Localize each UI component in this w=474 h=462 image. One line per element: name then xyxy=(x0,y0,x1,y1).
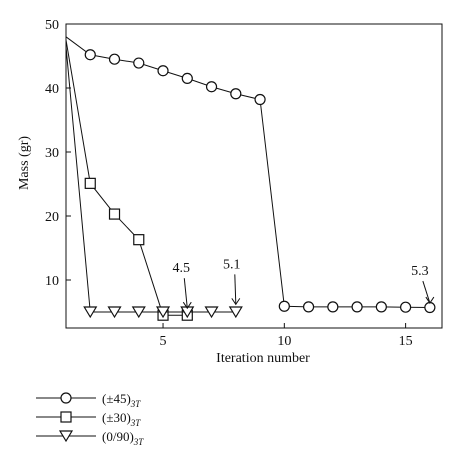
series-square xyxy=(65,39,193,321)
series-line xyxy=(65,46,236,313)
data-point-triangle xyxy=(228,306,243,319)
data-point-square xyxy=(84,177,96,189)
annotation-arrowhead xyxy=(182,301,192,310)
series-line xyxy=(65,36,430,309)
annotation-arrowhead xyxy=(425,296,435,304)
y-tick-label: 10 xyxy=(45,274,59,289)
legend-label-pm30: (±30)3T xyxy=(102,410,141,428)
data-point-circle xyxy=(351,301,363,313)
ticks: 10 20 30 40 50 5 10 15 xyxy=(45,18,413,349)
data-point-triangle xyxy=(204,306,219,319)
x-axis-label: Iteration number xyxy=(216,351,310,366)
x-tick-label: 15 xyxy=(399,334,413,349)
data-point-circle xyxy=(278,300,290,312)
annotation-label: 4.5 xyxy=(173,261,191,276)
legend-label-0-90: (0/90)3T xyxy=(102,429,144,447)
data-point-circle xyxy=(205,81,218,93)
data-point-circle xyxy=(157,65,169,77)
y-tick-label: 30 xyxy=(45,146,59,161)
data-point-circle xyxy=(400,301,412,313)
series-line xyxy=(65,39,188,316)
data-point-circle xyxy=(302,301,315,313)
legend-item-pm45: (±45)3T xyxy=(34,390,254,409)
data-point-circle xyxy=(181,72,193,85)
series-circle xyxy=(65,36,436,314)
x-tick-label: 5 xyxy=(160,334,167,349)
legend: (±45)3T (±30)3T (0/90)3T xyxy=(34,390,254,447)
series xyxy=(65,36,436,321)
annotation-arrow xyxy=(183,278,188,309)
legend-item-0-90: (0/90)3T xyxy=(34,428,254,447)
legend-label-pm45: (±45)3T xyxy=(102,391,141,409)
data-point-triangle xyxy=(107,306,122,319)
data-point-square xyxy=(133,234,145,246)
annotation-label: 5.3 xyxy=(411,264,429,279)
data-point-triangle xyxy=(83,306,98,319)
series-triangle-down xyxy=(65,46,243,319)
plot-frame xyxy=(65,23,443,329)
data-point-circle xyxy=(108,53,121,65)
data-point-circle xyxy=(254,93,266,106)
axes xyxy=(65,23,443,329)
y-tick-label: 20 xyxy=(45,210,59,225)
data-point-circle xyxy=(375,301,387,313)
y-tick-label: 40 xyxy=(45,82,59,97)
data-point-circle xyxy=(230,88,242,100)
data-point-circle xyxy=(424,301,436,314)
data-point-circle xyxy=(84,49,96,61)
data-point-triangle xyxy=(131,306,146,319)
annotation-arrow xyxy=(422,280,431,304)
data-point-circle xyxy=(133,57,145,69)
x-tick-label: 10 xyxy=(277,334,291,349)
data-point-square xyxy=(108,208,121,220)
annotation-label: 5.1 xyxy=(223,257,241,272)
y-axis-label: Mass (gr) xyxy=(17,136,32,190)
mass-iteration-chart: 10 20 30 40 50 5 10 15 4.5 5.1 5.3 Iteration numb… xyxy=(17,18,443,366)
data-point-triangle xyxy=(155,306,171,319)
triangle-down-marker-icon xyxy=(36,430,96,443)
annotations: 4.5 5.1 5.3 xyxy=(173,257,435,310)
circle-marker-icon xyxy=(36,392,96,404)
legend-item-pm30: (±30)3T xyxy=(34,409,254,428)
y-tick-label: 50 xyxy=(45,18,59,33)
annotation-arrow xyxy=(234,274,237,305)
square-marker-icon xyxy=(36,411,96,423)
data-point-circle xyxy=(327,301,339,313)
annotation-arrowhead xyxy=(231,298,241,306)
